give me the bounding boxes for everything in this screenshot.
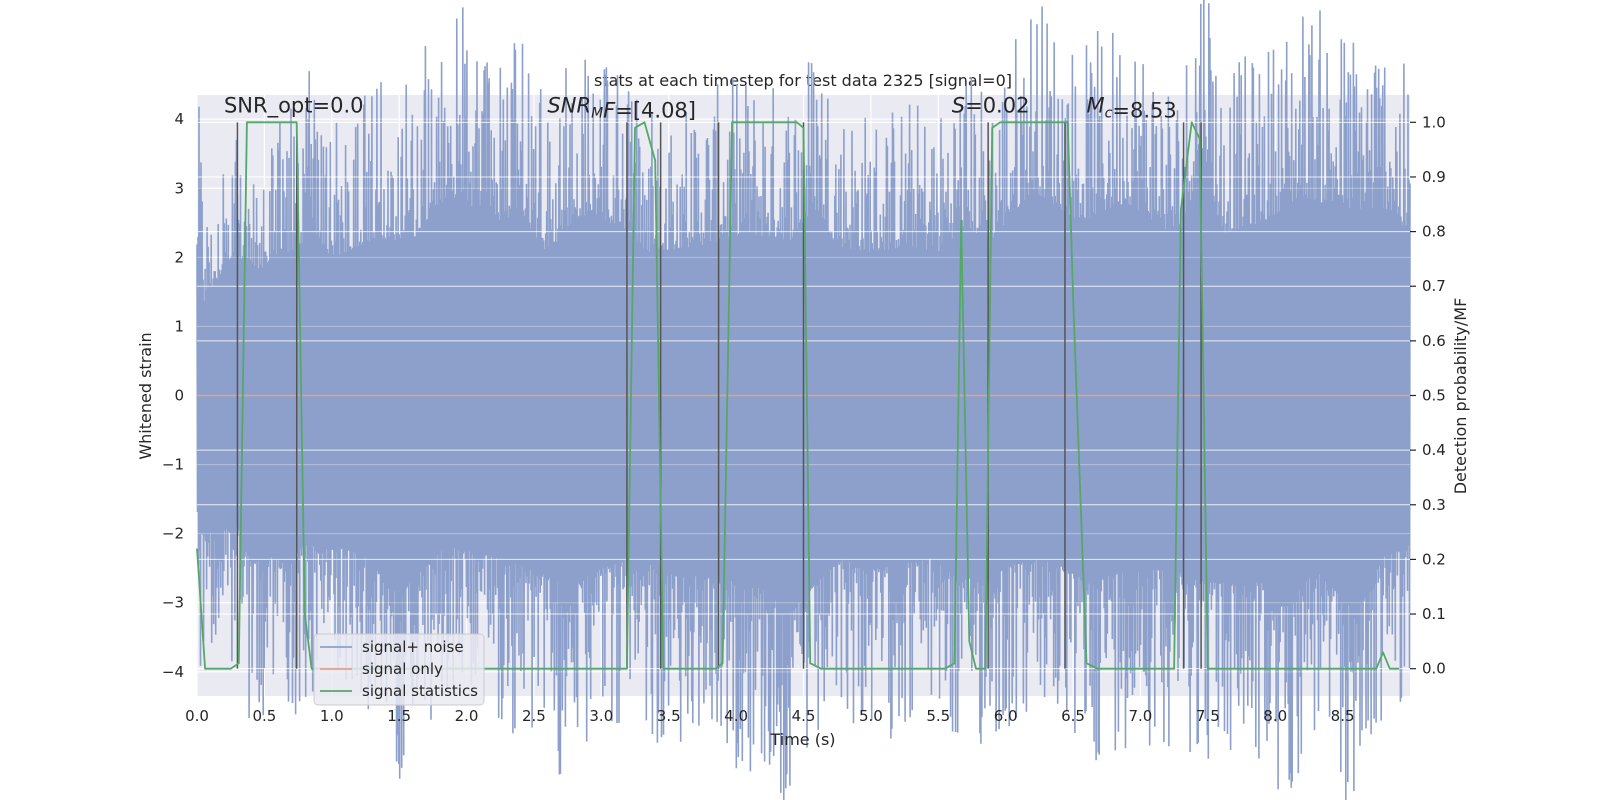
y-left-tick-label: 3 <box>174 179 184 197</box>
x-tick-label: 4.5 <box>792 707 816 725</box>
x-tick-label: 2.5 <box>522 707 546 725</box>
y-left-tick-label: −1 <box>162 456 184 474</box>
right-y-axis-label: Detection probability/MF <box>1451 298 1470 495</box>
x-axis-label: Time (s) <box>769 730 835 749</box>
x-tick-label: 1.5 <box>387 707 411 725</box>
y-left-tick-label: 1 <box>174 317 184 335</box>
x-tick-label: 1.0 <box>320 707 344 725</box>
left-y-axis-label: Whitened strain <box>136 332 155 459</box>
x-axis-ticks: 0.0 0.5 1.0 1.5 2.0 2.5 3.0 3.5 4.0 4.5 5.0 5.5 6.0 6… <box>185 707 1354 725</box>
annotation-chirp-mass: Mc=8.53 <box>1087 93 1177 122</box>
y-right-tick-label: 1.0 <box>1422 113 1446 131</box>
x-tick-label: 7.5 <box>1196 707 1220 725</box>
y-right-tick-label: 0.1 <box>1422 605 1446 623</box>
y-right-tick-label: 0.7 <box>1422 277 1446 295</box>
y-right-tick-label: 0.6 <box>1422 332 1446 350</box>
x-tick-label: 5.0 <box>859 707 883 725</box>
right-y-axis-ticks: 0.0 0.1 0.2 0.3 0.4 0.5 0.6 0.7 0.8 0.9 1.0 <box>1410 113 1446 678</box>
annotation-snr-mf: SNRMF=[4.08] <box>547 93 696 122</box>
chart-title: stats at each timestep for test data 232… <box>594 71 1012 90</box>
signal-statistics-series <box>196 121 1400 670</box>
y-right-tick-label: 0.2 <box>1422 550 1446 568</box>
annotations: SNR_opt=0.0 SNRMF=[4.08] S=0.02 Mc=8.53 <box>224 93 1177 122</box>
left-y-axis-ticks: −4 −3 −2 −1 0 1 2 3 4 <box>162 110 184 681</box>
x-tick-label: 6.5 <box>1061 707 1085 725</box>
y-left-tick-label: 4 <box>174 110 184 128</box>
y-left-tick-label: 0 <box>174 387 184 405</box>
legend-entry-label: signal statistics <box>362 682 478 700</box>
x-tick-label: 0.5 <box>252 707 276 725</box>
x-tick-label: 5.5 <box>926 707 950 725</box>
x-tick-label: 4.0 <box>724 707 748 725</box>
y-right-tick-label: 0.9 <box>1422 168 1446 186</box>
signal-statistics-line <box>196 121 1400 670</box>
x-tick-label: 8.0 <box>1263 707 1287 725</box>
y-left-tick-label: −3 <box>162 594 184 612</box>
x-tick-label: 0.0 <box>185 707 209 725</box>
y-right-tick-label: 0.4 <box>1422 441 1446 459</box>
y-right-tick-label: 0.3 <box>1422 496 1446 514</box>
legend-entry-label: signal+ noise <box>362 638 464 656</box>
x-tick-label: 3.0 <box>589 707 613 725</box>
y-right-tick-label: 0.5 <box>1422 387 1446 405</box>
annotation-snr-opt: SNR_opt=0.0 <box>224 93 364 118</box>
y-left-tick-label: −4 <box>162 663 184 681</box>
legend-box <box>313 633 485 706</box>
x-tick-label: 3.5 <box>657 707 681 725</box>
x-tick-label: 7.0 <box>1129 707 1153 725</box>
x-tick-label: 2.0 <box>455 707 479 725</box>
x-tick-label: 6.0 <box>994 707 1018 725</box>
y-left-tick-label: −2 <box>162 525 184 543</box>
legend: signal+ noise signal only signal statistic… <box>313 633 485 706</box>
legend-entry-label: signal only <box>362 660 443 678</box>
y-left-tick-label: 2 <box>174 248 184 266</box>
y-right-tick-label: 0.0 <box>1422 660 1446 678</box>
x-tick-label: 8.5 <box>1331 707 1355 725</box>
annotation-stat-s: S=0.02 <box>952 93 1030 117</box>
y-right-tick-label: 0.8 <box>1422 223 1446 241</box>
